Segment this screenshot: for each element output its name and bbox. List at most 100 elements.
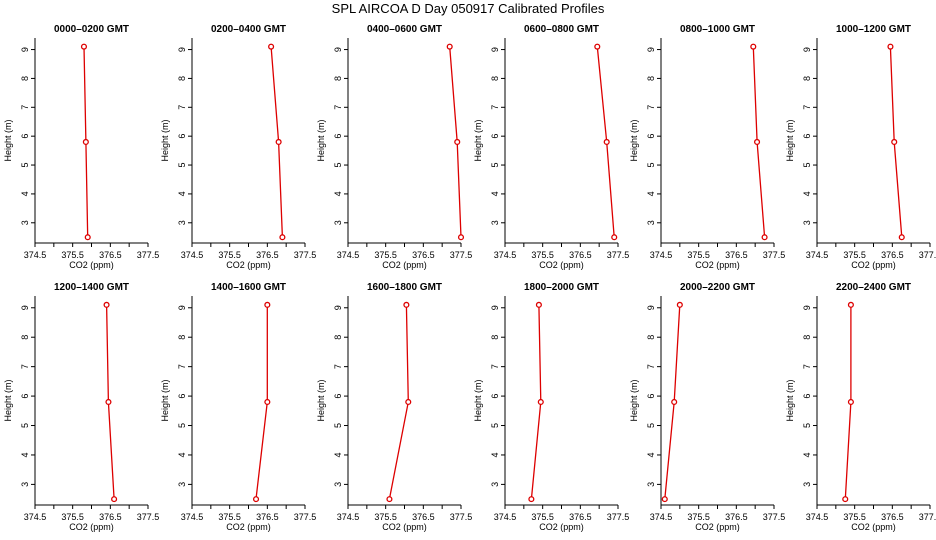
x-axis-label: CO2 (ppm) — [695, 522, 740, 532]
y-tick-label: 7 — [646, 105, 656, 110]
panel-title: 2000–2200 GMT — [680, 282, 755, 293]
y-tick-label: 7 — [20, 364, 30, 369]
data-point — [279, 234, 286, 241]
x-axis-label: CO2 (ppm) — [69, 260, 114, 270]
y-tick-label: 4 — [20, 191, 30, 196]
data-point — [847, 398, 854, 406]
x-axis-label: CO2 (ppm) — [539, 522, 584, 532]
x-tick-label: 374.5 — [650, 250, 673, 260]
data-point — [528, 496, 535, 503]
panel-title: 0000–0200 GMT — [54, 24, 129, 35]
x-tick-label: 377.5 — [137, 250, 160, 260]
x-tick-label: 374.5 — [181, 512, 204, 522]
data-point — [891, 138, 898, 145]
panel-9: 1600–1800 GMT 374.5 375.5 376.5 377.5 3 4 5 6 7 8 9… — [316, 282, 472, 532]
y-axis-label: Height (m) — [160, 119, 170, 161]
y-axis-label: Height (m) — [629, 379, 639, 421]
x-tick-label: 377.5 — [919, 512, 936, 522]
x-tick-label: 374.5 — [494, 512, 517, 522]
data-point — [761, 234, 768, 241]
y-tick-label: 4 — [333, 452, 343, 457]
y-tick-label: 8 — [646, 76, 656, 81]
y-tick-label: 7 — [490, 364, 500, 369]
x-tick-label: 377.5 — [450, 250, 473, 260]
panel-6: 1000–1200 GMT 374.5 375.5 376.5 377.5 3 4 5 6 7 8 9… — [785, 24, 936, 270]
data-point — [84, 234, 91, 241]
y-tick-label: 8 — [20, 76, 30, 81]
panel-3: 0400–0600 GMT 374.5 375.5 376.5 377.5 3 4 5 6 7 8 9… — [316, 24, 472, 270]
x-tick-label: 377.5 — [607, 512, 630, 522]
figure-title: SPL AIRCOA D Day 050917 Calibrated Profi… — [331, 1, 605, 16]
y-tick-label: 3 — [20, 220, 30, 225]
y-tick-label: 4 — [333, 191, 343, 196]
y-tick-label: 5 — [20, 163, 30, 168]
panel-title: 1400–1600 GMT — [211, 282, 286, 293]
data-point — [457, 234, 465, 241]
x-tick-label: 376.5 — [99, 250, 122, 260]
y-tick-label: 9 — [20, 305, 30, 310]
y-axis-label: Height (m) — [785, 379, 795, 421]
y-tick-label: 3 — [646, 482, 656, 487]
panel-5: 0800–1000 GMT 374.5 375.5 376.5 377.5 3 4 5 6 7 8 9… — [629, 24, 785, 270]
y-tick-label: 6 — [333, 394, 343, 399]
x-tick-label: 374.5 — [181, 250, 204, 260]
x-tick-label: 376.5 — [881, 512, 904, 522]
x-axis-label: CO2 (ppm) — [226, 522, 271, 532]
y-tick-label: 5 — [646, 423, 656, 428]
data-point — [268, 43, 275, 50]
y-tick-label: 6 — [490, 134, 500, 139]
y-tick-label: 6 — [333, 134, 343, 139]
data-point — [847, 301, 854, 308]
x-tick-label: 374.5 — [494, 250, 517, 260]
x-axis-label: CO2 (ppm) — [851, 260, 896, 270]
panel-10: 1800–2000 GMT 374.5 375.5 376.5 377.5 3 4 5 6 7 8 9… — [473, 282, 629, 532]
data-point — [671, 398, 678, 406]
x-tick-label: 377.5 — [294, 250, 317, 260]
y-axis-label: Height (m) — [629, 119, 639, 161]
y-tick-label: 5 — [177, 423, 187, 428]
data-point — [82, 138, 89, 145]
data-point — [446, 43, 453, 50]
y-tick-label: 4 — [802, 191, 812, 196]
x-tick-label: 375.5 — [218, 512, 241, 522]
panel-title: 2200–2400 GMT — [836, 282, 911, 293]
panel-title: 1600–1800 GMT — [367, 282, 442, 293]
y-axis-label: Height (m) — [316, 119, 326, 161]
x-tick-label: 374.5 — [24, 250, 47, 260]
x-tick-label: 375.5 — [61, 512, 84, 522]
y-tick-label: 6 — [177, 394, 187, 399]
x-tick-label: 375.5 — [61, 250, 84, 260]
y-tick-label: 9 — [490, 305, 500, 310]
y-tick-label: 9 — [646, 305, 656, 310]
y-tick-label: 8 — [802, 76, 812, 81]
y-tick-label: 4 — [490, 191, 500, 196]
x-tick-label: 376.5 — [256, 512, 279, 522]
y-tick-label: 9 — [333, 47, 343, 52]
x-tick-label: 376.5 — [725, 250, 748, 260]
y-tick-label: 9 — [177, 305, 187, 310]
y-tick-label: 6 — [802, 394, 812, 399]
y-axis-label: Height (m) — [473, 379, 483, 421]
y-tick-label: 8 — [646, 335, 656, 340]
y-tick-label: 5 — [490, 163, 500, 168]
x-axis-label: CO2 (ppm) — [539, 260, 584, 270]
y-tick-label: 7 — [802, 105, 812, 110]
panel-7: 1200–1400 GMT 374.5 375.5 376.5 377.5 3 4 5 6 7 8 9… — [3, 282, 159, 532]
data-point — [898, 234, 905, 241]
y-tick-label: 4 — [20, 452, 30, 457]
data-point — [535, 301, 542, 308]
data-point — [454, 138, 461, 145]
y-tick-label: 7 — [333, 105, 343, 110]
x-tick-label: 377.5 — [137, 512, 160, 522]
data-point — [661, 496, 668, 503]
x-tick-label: 375.5 — [687, 512, 710, 522]
panel-2: 0200–0400 GMT 374.5 375.5 376.5 377.5 3 4 5 6 7 8 9… — [160, 24, 316, 270]
y-tick-label: 8 — [333, 335, 343, 340]
x-tick-label: 374.5 — [806, 250, 829, 260]
y-tick-label: 5 — [20, 423, 30, 428]
y-axis-label: Height (m) — [473, 119, 483, 161]
panel-12: 2200–2400 GMT 374.5 375.5 376.5 377.5 3 4 5 6 7 8 9… — [785, 282, 936, 532]
panel-title: 0600–0800 GMT — [524, 24, 599, 35]
x-axis-label: CO2 (ppm) — [851, 522, 896, 532]
